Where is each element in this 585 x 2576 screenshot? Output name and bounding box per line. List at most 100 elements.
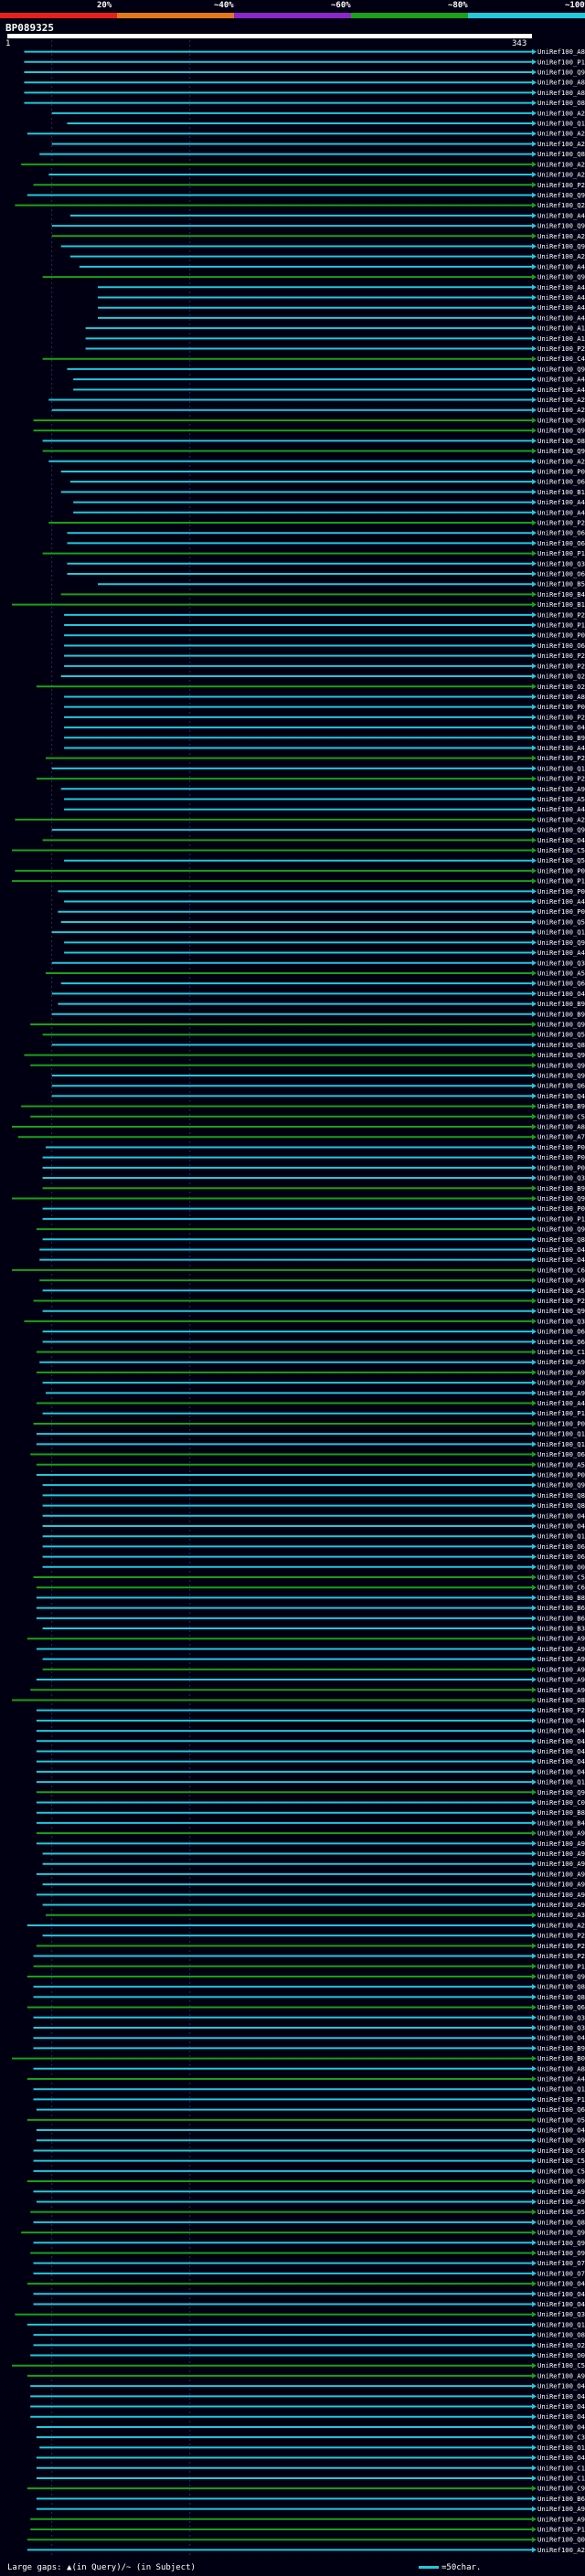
hit-label[interactable]: UniRef100_Q3SWM2 (537, 2013, 585, 2021)
hit-label[interactable]: UniRef100_P14273 (537, 58, 585, 66)
hit-label[interactable]: UniRef100_O64445 (537, 1338, 585, 1346)
hit-label[interactable]: UniRef100_Q9C8G5 (537, 1051, 585, 1059)
hit-label[interactable]: UniRef100_Q9SWE9 (537, 1481, 585, 1489)
hit-label[interactable]: UniRef100_C5XG83 (537, 2167, 585, 2175)
hit-label[interactable]: UniRef100_Q9LE96 (537, 427, 585, 435)
hit-label[interactable]: UniRef100_A4QPK5 (537, 744, 585, 752)
hit-label[interactable]: UniRef100_B9T6G3 (537, 2178, 585, 2186)
hit-label[interactable]: UniRef100_B3GG63 (537, 1625, 585, 1633)
hit-label[interactable]: UniRef100_P27490 (537, 1942, 585, 1950)
hit-label[interactable]: UniRef100_B9S1S5 (537, 1000, 585, 1008)
hit-label[interactable]: UniRef100_A2SY34 (537, 457, 585, 465)
hit-label[interactable]: UniRef100_P12333 (537, 1409, 585, 1417)
hit-label[interactable]: UniRef100_A3F9K2 (537, 1911, 585, 1919)
hit-label[interactable]: UniRef100_A2SY33 (537, 396, 585, 404)
hit-label[interactable]: UniRef100_Q8H1B4 (537, 1501, 585, 1510)
hit-label[interactable]: UniRef100_C6F0F4 (537, 1584, 585, 1592)
hit-label[interactable]: UniRef100_P04780 (537, 467, 585, 475)
hit-label[interactable]: UniRef100_A9NP21 (537, 1676, 585, 1684)
hit-label[interactable]: UniRef100_P12470 (537, 621, 585, 630)
hit-label[interactable]: UniRef100_O64443 (537, 1553, 585, 1561)
hit-label[interactable]: UniRef100_O04688 (537, 2351, 585, 2359)
hit-label[interactable]: UniRef100_A9NNU0 (537, 2505, 585, 2513)
hit-label[interactable]: UniRef100_P12471 (537, 1214, 585, 1223)
hit-label[interactable]: UniRef100_A9SGM1 (537, 1358, 585, 1366)
hit-label[interactable]: UniRef100_B9I1U7 (537, 1010, 585, 1018)
hit-label[interactable]: UniRef100_Q9SBJ0 (537, 2229, 585, 2237)
hit-label[interactable]: UniRef100_B8LPT5 (537, 1594, 585, 1602)
hit-label[interactable]: UniRef100_Q8S8S7 (537, 1983, 585, 1991)
hit-label[interactable]: UniRef100_P27493 (537, 1706, 585, 1714)
hit-label[interactable]: UniRef100_O40769 (537, 1767, 585, 1776)
hit-label[interactable]: UniRef100_Q8W1E0 (537, 1491, 585, 1500)
hit-label[interactable]: UniRef100_P27496 (537, 662, 585, 670)
hit-label[interactable]: UniRef100_A5BFR8 (537, 1287, 585, 1295)
hit-label[interactable]: UniRef100_O41421 (537, 1757, 585, 1765)
hit-label[interactable]: UniRef100_O40956 (537, 1511, 585, 1520)
hit-label[interactable]: UniRef100_C5IFT7 (537, 1574, 585, 1582)
hit-label[interactable]: UniRef100_B9RNE7 (537, 734, 585, 742)
hit-label[interactable]: UniRef100_P08963 (537, 1163, 585, 1171)
hit-label[interactable]: UniRef100_A9PEI5 (537, 1389, 585, 1397)
hit-label[interactable]: UniRef100_A9NWZ3 (537, 1850, 585, 1858)
hit-label[interactable]: UniRef100_A2SY43 (537, 1921, 585, 1929)
hit-label[interactable]: UniRef100_Q67TR5 (537, 1082, 585, 1090)
hit-label[interactable]: UniRef100_Q39141 (537, 1174, 585, 1182)
hit-label[interactable]: UniRef100_Q8LCZ4 (537, 1235, 585, 1244)
hit-label[interactable]: UniRef100_B6T1H1 (537, 1604, 585, 1612)
hit-label[interactable]: UniRef100_B4YYF9 (537, 1818, 585, 1827)
hit-label[interactable]: UniRef100_Q8S8J8 (537, 150, 585, 158)
hit-label[interactable]: UniRef100_A8MPS5 (537, 2064, 585, 2072)
hit-label[interactable]: UniRef100_A9NK15 (537, 2515, 585, 2523)
hit-label[interactable]: UniRef100_A2SY37 (537, 2546, 585, 2554)
hit-label[interactable]: UniRef100_A9NZL0 (537, 1839, 585, 1848)
hit-label[interactable]: UniRef100_Q9XFU8 (537, 365, 585, 373)
hit-label[interactable]: UniRef100_B6SZT9 (537, 1614, 585, 1622)
hit-label[interactable]: UniRef100_A8HPF9 (537, 693, 585, 701)
hit-label[interactable]: UniRef100_Q67TR7 (537, 2003, 585, 2011)
hit-label[interactable]: UniRef100_O49347 (537, 724, 585, 732)
hit-label[interactable]: UniRef100_A4QPL2 (537, 376, 585, 384)
hit-label[interactable]: UniRef100_P08221 (537, 887, 585, 896)
hit-label[interactable]: UniRef100_C9L2S1 (537, 2485, 585, 2493)
hit-label[interactable]: UniRef100_Q9ZP09 (537, 1972, 585, 1980)
hit-label[interactable]: UniRef100_O64448 (537, 539, 585, 547)
hit-label[interactable]: UniRef100_O64442 (537, 1450, 585, 1458)
hit-label[interactable]: UniRef100_B1PL34 (537, 488, 585, 496)
hit-label[interactable]: UniRef100_P27517 (537, 345, 585, 353)
hit-label[interactable]: UniRef100_Q5EI39 (537, 856, 585, 864)
hit-label[interactable]: UniRef100_P04782 (537, 1419, 585, 1427)
hit-label[interactable]: UniRef100_Q8MGQ0 (537, 1041, 585, 1049)
hit-label[interactable]: UniRef100_Q9LE97 (537, 416, 585, 424)
hit-label[interactable]: UniRef100_P04782 (537, 631, 585, 640)
hit-label[interactable]: UniRef100_B9SF47 (537, 1184, 585, 1193)
hit-label[interactable]: UniRef100_B1PL33 (537, 600, 585, 609)
hit-label[interactable]: UniRef100_A4QPJ3 (537, 508, 585, 516)
hit-label[interactable]: UniRef100_Q9LKI0 (537, 826, 585, 834)
hit-label[interactable]: UniRef100_Q32291 (537, 1317, 585, 1325)
hit-label[interactable]: UniRef100_Q9LE95 (537, 447, 585, 455)
hit-label[interactable]: UniRef100_P22666 (537, 181, 585, 189)
hit-label[interactable]: UniRef100_O4VV49 (537, 2280, 585, 2288)
hit-label[interactable]: UniRef100_P20866 (537, 1297, 585, 1305)
hit-label[interactable]: UniRef100_O83379 (537, 99, 585, 107)
hit-label[interactable]: UniRef100_A2SY45 (537, 252, 585, 260)
hit-label[interactable]: UniRef100_A4QPK0 (537, 949, 585, 957)
hit-label[interactable]: UniRef100_A9NM19 (537, 1891, 585, 1899)
hit-label[interactable]: UniRef100_P27495 (537, 713, 585, 721)
hit-label[interactable]: UniRef100_A9P5G6 (537, 2371, 585, 2380)
hit-label[interactable]: UniRef100_P27370 (537, 1932, 585, 1940)
hit-label[interactable]: UniRef100_A2SY46 (537, 406, 585, 414)
hit-label[interactable]: UniRef100_A7PJV3 (537, 1133, 585, 1141)
hit-label[interactable]: UniRef100_C0PQ07 (537, 1798, 585, 1807)
hit-label[interactable]: UniRef100_A4QPK9 (537, 283, 585, 292)
hit-label[interactable]: UniRef100_Q39760 (537, 959, 585, 967)
hit-label[interactable]: UniRef100_A9ML12 (537, 1901, 585, 1909)
hit-label[interactable]: UniRef100_B0L8Q6 (537, 2054, 585, 2062)
hit-label[interactable]: UniRef100_A2SY38 (537, 130, 585, 138)
hit-label[interactable]: UniRef100_Q39836 (537, 2310, 585, 2318)
hit-label[interactable]: UniRef100_P27491 (537, 652, 585, 660)
hit-label[interactable]: UniRef100_Q9A6B7 (537, 1788, 585, 1797)
hit-label[interactable]: UniRef100_A4QPK8 (537, 262, 585, 270)
hit-label[interactable]: UniRef100_Q9C5R6 (537, 1225, 585, 1234)
